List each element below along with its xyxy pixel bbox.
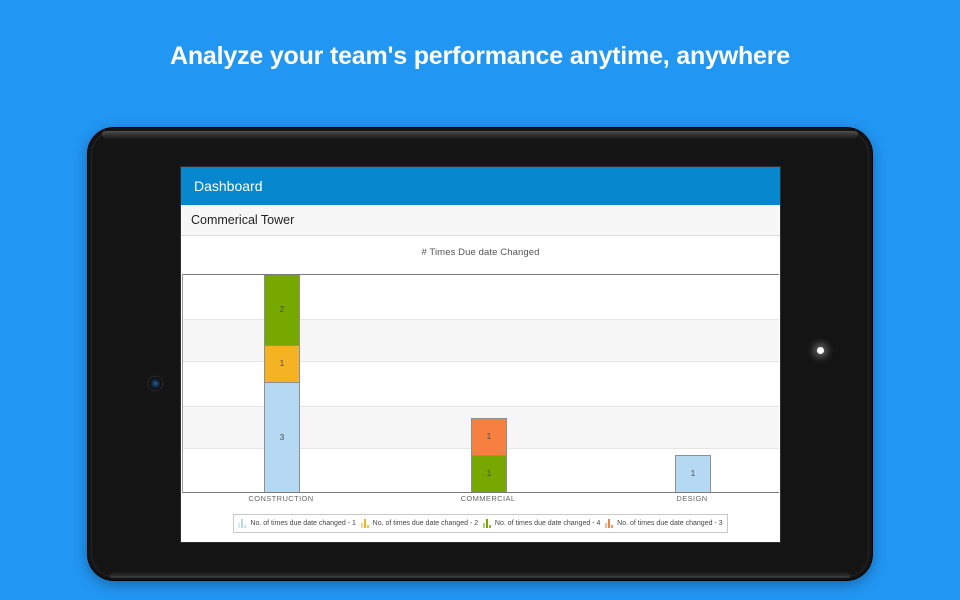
camera-icon <box>149 377 162 390</box>
project-name: Commerical Tower <box>191 213 295 227</box>
legend-item[interactable]: No. of times due date changed - 3 <box>605 519 723 528</box>
led-indicator-icon <box>817 347 824 354</box>
app-bar: Dashboard <box>181 167 780 205</box>
legend-label: No. of times due date changed - 2 <box>372 520 479 527</box>
legend-label: No. of times due date changed - 4 <box>494 520 601 527</box>
chart-legend: No. of times due date changed - 1 No. of … <box>233 514 728 533</box>
bar-chart-icon <box>238 519 247 528</box>
category-axis-label: CONSTRUCTION <box>248 494 314 503</box>
bar-segment[interactable]: 1 <box>472 455 506 492</box>
bar-chart-icon <box>360 519 369 528</box>
legend-label: No. of times due date changed - 1 <box>250 520 356 527</box>
gridline-band <box>183 493 779 494</box>
page-headline: Analyze your team's performance anytime,… <box>170 42 790 70</box>
category-axis-label: COMMERCIAL <box>460 494 516 503</box>
bar-chart-icon <box>482 519 491 528</box>
bar-group[interactable]: 1 <box>675 454 711 492</box>
project-subheader: Commerical Tower <box>181 205 780 236</box>
bar-segment[interactable]: 2 <box>265 275 299 346</box>
category-axis-label: DESIGN <box>676 494 708 503</box>
bar-segment[interactable]: 1 <box>265 346 299 383</box>
chart-title: # Times Due date Changed <box>421 247 540 258</box>
bar-segment[interactable]: 1 <box>676 455 710 492</box>
legend-label: No. of times due date changed - 3 <box>617 520 723 527</box>
legend-item[interactable]: No. of times due date changed - 2 <box>360 519 479 528</box>
tablet-device-frame: Dashboard Commerical Tower # Times Due d… <box>88 128 872 580</box>
bar-chart-icon <box>605 519 614 528</box>
chart-category-axis: CONSTRUCTION COMMERCIAL DESIGN <box>182 494 779 510</box>
device-screen: Dashboard Commerical Tower # Times Due d… <box>181 167 780 542</box>
page-title: Dashboard <box>194 178 263 194</box>
legend-item[interactable]: No. of times due date changed - 4 <box>482 519 601 528</box>
bar-segment[interactable]: 3 <box>265 382 299 492</box>
bar-segment[interactable]: 1 <box>472 419 506 456</box>
legend-item[interactable]: No. of times due date changed - 1 <box>238 519 356 528</box>
